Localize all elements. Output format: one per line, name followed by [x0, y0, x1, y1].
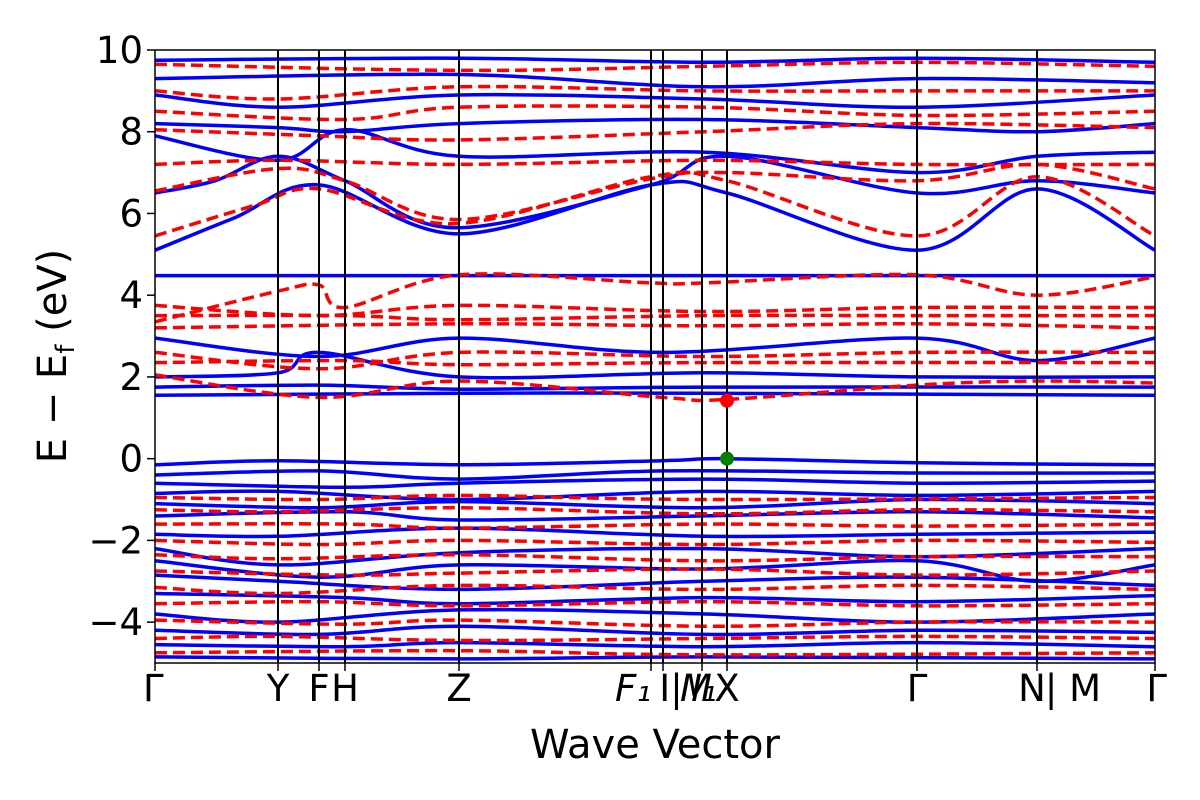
- band-edge-markers: [720, 393, 734, 466]
- spin-up-band-11: [155, 391, 1155, 398]
- x-tick-label: X: [714, 667, 739, 710]
- spin-up-band-10: [155, 383, 1155, 391]
- spin-up-band-26: [155, 655, 1155, 661]
- y-tick-label: −2: [88, 519, 143, 562]
- spin-down-band-18: [155, 552, 1155, 563]
- y-tick-label: 10: [96, 29, 143, 72]
- y-tick-label: 6: [119, 192, 143, 235]
- x-tick-label: | M: [1045, 667, 1101, 710]
- spin-down-band-17: [155, 538, 1155, 547]
- y-tick-label: 4: [119, 274, 143, 317]
- x-tick-label: Γ: [907, 667, 928, 710]
- spin-down-band-22: [155, 618, 1155, 628]
- spin-up-band-17: [155, 509, 1155, 522]
- vbm-marker: [720, 451, 734, 466]
- spin-up-band-14: [155, 477, 1155, 490]
- y-axis-label: E − Ef (eV): [30, 249, 81, 464]
- spin-down-bands: [155, 60, 1155, 657]
- y-axis-ticks: −4 −2 0 2 4 6 8 10: [88, 29, 155, 644]
- spin-down-band-0: [155, 60, 1155, 73]
- spin-down-band-9: [155, 313, 1155, 322]
- cbm-marker: [720, 393, 734, 408]
- spin-down-band-11: [155, 350, 1155, 371]
- spin-up-band-24: [155, 624, 1155, 637]
- spin-up-band-13: [155, 468, 1155, 481]
- spin-up-band-6: [155, 179, 1155, 252]
- spin-down-band-23: [155, 634, 1155, 643]
- spin-up-band-0: [155, 56, 1155, 65]
- x-tick-label: I|: [659, 667, 682, 710]
- spin-down-band-3: [155, 121, 1155, 142]
- spin-down-band-12: [155, 358, 1155, 367]
- spin-down-band-19: [155, 567, 1155, 577]
- x-axis-label: Wave Vector: [530, 722, 781, 768]
- spin-up-band-25: [155, 640, 1155, 649]
- kpoint-separator-lines: [277, 50, 1038, 663]
- spin-down-band-4: [155, 158, 1155, 167]
- spin-down-band-6: [155, 170, 1155, 238]
- spin-up-band-22: [155, 591, 1155, 606]
- spin-up-band-3: [155, 117, 1155, 134]
- spin-up-band-4: [155, 127, 1155, 175]
- plot-frame: [154, 49, 1156, 664]
- spin-up-band-9: [155, 350, 1155, 380]
- spin-up-band-1: [155, 72, 1155, 89]
- x-tick-label: I₁: [691, 667, 717, 710]
- x-tick-label: M: [680, 667, 712, 710]
- spin-down-band-20: [155, 583, 1155, 596]
- x-tick-label: N: [1018, 667, 1046, 710]
- y-tick-label: 0: [119, 438, 143, 481]
- y-tick-label: 8: [119, 111, 143, 154]
- spin-down-band-7: [155, 272, 1155, 324]
- x-tick-label: Γ: [1146, 667, 1167, 710]
- spin-down-band-14: [155, 493, 1155, 502]
- spin-down-band-16: [155, 522, 1155, 530]
- spin-down-band-8: [155, 303, 1155, 318]
- x-tick-label: H: [331, 667, 359, 710]
- x-tick-label: F₁: [615, 667, 651, 710]
- spin-down-band-15: [155, 505, 1155, 516]
- x-tick-label: Γ: [143, 667, 164, 710]
- spin-down-band-24: [155, 648, 1155, 657]
- spin-down-band-10: [155, 322, 1155, 330]
- y-tick-label: −4: [88, 601, 143, 644]
- spin-down-band-21: [155, 599, 1155, 608]
- y-tick-label: 2: [119, 356, 143, 399]
- spin-down-band-1: [155, 84, 1155, 101]
- x-tick-label: Z: [446, 667, 471, 710]
- x-tick-label: Y: [266, 667, 290, 710]
- spin-down-band-2: [155, 104, 1155, 122]
- spin-down-band-13: [155, 373, 1155, 403]
- x-tick-label: F: [308, 667, 329, 710]
